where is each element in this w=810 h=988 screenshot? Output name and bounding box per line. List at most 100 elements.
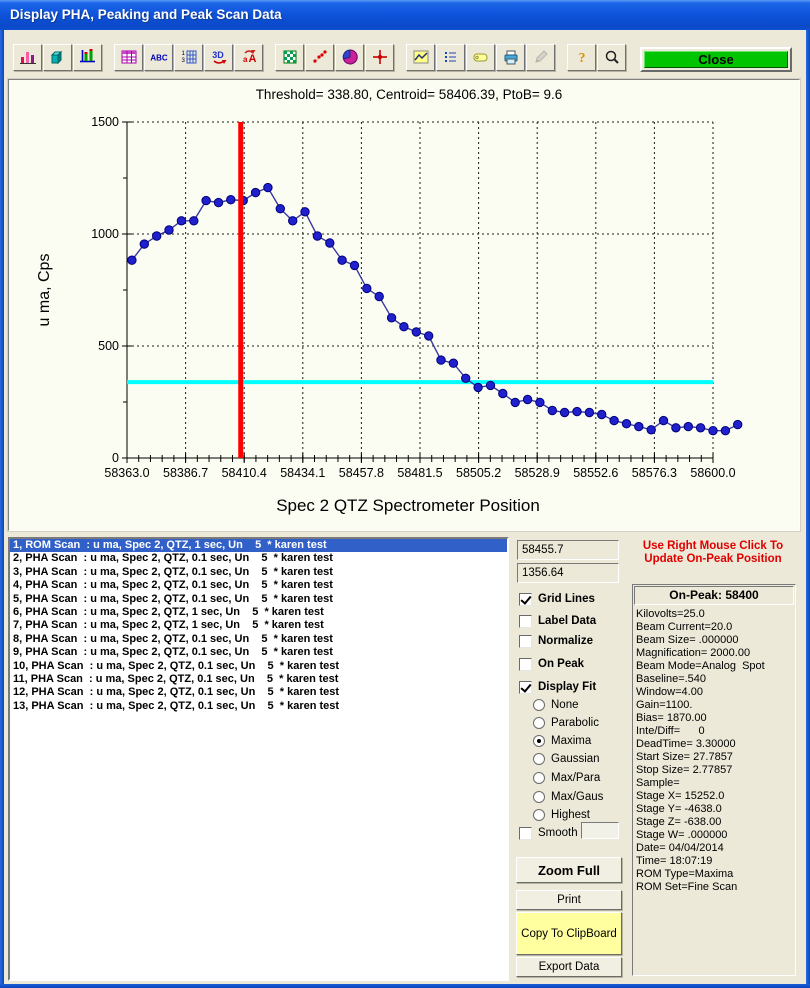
print-button[interactable]: Print — [516, 890, 622, 910]
radio-label: Parabolic — [551, 716, 599, 729]
smooth-checkbox[interactable]: Smooth — [519, 825, 578, 841]
radio-dot[interactable] — [533, 808, 545, 821]
scan-list-item[interactable]: 1, ROM Scan : u ma, Spec 2, QTZ, 1 sec, … — [10, 539, 507, 553]
info-lines: Kilovolts=25.0 Beam Current=20.0 Beam Size… — [633, 608, 795, 894]
scan-list-item[interactable]: 7, PHA Scan : u ma, Spec 2, QTZ, 1 sec, … — [13, 619, 324, 632]
bar-chart-button[interactable] — [13, 44, 42, 71]
chart-panel[interactable]: 58363.0 58386.7 58410.4 58434.1 58457.8 58481… — [8, 79, 800, 531]
info-line: Kilovolts=25.0 — [636, 608, 705, 620]
scan-list-item[interactable]: 13, PHA Scan : u ma, Spec 2, QTZ, 0.1 se… — [13, 699, 340, 712]
fill-pattern-button[interactable] — [275, 44, 304, 71]
edit-pencil-button[interactable] — [526, 44, 555, 71]
radio-label: Max/Gaus — [551, 790, 604, 803]
checkbox-label: On Peak — [538, 658, 585, 670]
checkbox-box[interactable] — [519, 614, 532, 628]
list-data-button[interactable] — [436, 44, 465, 71]
label-data-checkbox[interactable]: Label Data — [519, 613, 596, 629]
data-point — [374, 291, 384, 302]
fit-radio-max-gaus[interactable]: Max/Gaus — [533, 789, 603, 804]
crosshair-button[interactable] — [365, 44, 394, 71]
data-point — [658, 415, 669, 426]
fit-radio-none[interactable]: None — [533, 697, 579, 712]
data-table-button[interactable] — [114, 44, 143, 71]
chart-axes-icon — [79, 49, 95, 63]
svg-text:a: a — [243, 55, 248, 64]
help-button[interactable]: ? — [567, 44, 596, 71]
pie-chart-button[interactable] — [335, 44, 364, 71]
smooth-value-input[interactable] — [581, 822, 619, 839]
scan-list-item[interactable]: 4, PHA Scan : u ma, Spec 2, QTZ, 0.1 sec… — [13, 579, 333, 592]
fit-radio-maxima[interactable]: Maxima — [533, 733, 591, 748]
copy-to-clipboard-button[interactable]: Copy To ClipBoard — [516, 912, 622, 955]
tag-label-icon — [473, 53, 487, 62]
display-fit-checkbox[interactable]: Display Fit — [519, 679, 596, 695]
data-point — [572, 406, 582, 417]
fit-radio-parabolic[interactable]: Parabolic — [533, 715, 599, 730]
fit-radio-max-para[interactable]: Max/Para — [533, 770, 600, 785]
cursor-position-readout: 58455.7 — [517, 540, 619, 560]
tag-label-button[interactable] — [466, 44, 495, 71]
data-point — [671, 423, 681, 433]
info-line: Beam Current=20.0 — [636, 621, 733, 633]
radio-dot[interactable] — [533, 716, 545, 729]
data-point — [720, 426, 731, 436]
checkbox-box[interactable] — [519, 634, 532, 648]
scan-list-item[interactable]: 12, PHA Scan : u ma, Spec 2, QTZ, 0.1 se… — [13, 686, 340, 699]
fit-radio-highest[interactable]: Highest — [533, 807, 590, 822]
scan-list-item[interactable]: 2, PHA Scan : u ma, Spec 2, QTZ, 0.1 sec… — [13, 552, 333, 565]
radio-label: Gaussian — [551, 752, 600, 765]
print-chart-button[interactable] — [496, 44, 525, 71]
on-peak-checkbox[interactable]: On Peak — [519, 656, 584, 672]
print-chart-icon — [504, 50, 517, 65]
svg-text:58505.2: 58505.2 — [456, 466, 501, 480]
svg-text:58600.0: 58600.0 — [690, 466, 735, 480]
scan-list-item[interactable]: 9, PHA Scan : u ma, Spec 2, QTZ, 0.1 sec… — [13, 646, 333, 659]
pie-chart-icon — [342, 49, 358, 65]
checkbox-box[interactable] — [519, 826, 532, 840]
view-3d-icon: 3D — [212, 50, 226, 64]
zoom-full-button[interactable]: Zoom Full — [516, 857, 622, 883]
chart-axes-button[interactable] — [73, 44, 102, 71]
scan-list-item[interactable]: 8, PHA Scan : u ma, Spec 2, QTZ, 0.1 sec… — [13, 632, 333, 645]
radio-dot[interactable] — [533, 771, 545, 784]
radio-dot[interactable] — [533, 790, 545, 803]
line-chart-button[interactable] — [406, 44, 435, 71]
data-point — [337, 255, 347, 265]
scan-list-item[interactable]: 6, PHA Scan : u ma, Spec 2, QTZ, 1 sec, … — [13, 605, 324, 618]
radio-dot[interactable] — [533, 752, 545, 765]
checkbox-box[interactable] — [519, 657, 532, 671]
info-line: Sample= — [636, 777, 680, 789]
scan-list-item[interactable]: 10, PHA Scan : u ma, Spec 2, QTZ, 0.1 se… — [13, 659, 340, 672]
chart-3d-button[interactable] — [43, 44, 72, 71]
view-3d-button[interactable]: 3D — [204, 44, 233, 71]
checkbox-box[interactable] — [519, 680, 532, 694]
scatter-fit-button[interactable] — [305, 44, 334, 71]
grid-lines-checkbox[interactable]: Grid Lines — [519, 591, 595, 607]
export-data-button[interactable]: Export Data — [516, 957, 622, 977]
scan-list[interactable]: 1, ROM Scan : u ma, Spec 2, QTZ, 1 sec, … — [8, 537, 509, 981]
data-point — [226, 195, 236, 205]
scan-chart[interactable]: 58363.0 58386.7 58410.4 58434.1 58457.8 58481… — [9, 80, 799, 535]
cursor-counts-readout: 1356.64 — [517, 563, 619, 583]
text-abc-button[interactable]: ABC — [144, 44, 173, 71]
svg-text:1000: 1000 — [91, 227, 119, 241]
scan-list-item[interactable]: 5, PHA Scan : u ma, Spec 2, QTZ, 0.1 sec… — [13, 592, 333, 605]
data-point — [559, 407, 570, 418]
data-point — [473, 382, 483, 393]
checkbox-box[interactable] — [519, 592, 532, 606]
scan-list-item[interactable]: 3, PHA Scan : u ma, Spec 2, QTZ, 0.1 sec… — [13, 565, 333, 578]
normalize-checkbox[interactable]: Normalize — [519, 633, 593, 649]
zoom-button[interactable] — [597, 44, 626, 71]
close-button[interactable]: Close — [644, 51, 788, 68]
fit-radio-gaussian[interactable]: Gaussian — [533, 751, 600, 766]
chart-svg[interactable]: 58363.0 58386.7 58410.4 58434.1 58457.8 58481… — [9, 80, 799, 530]
radio-dot[interactable] — [533, 734, 545, 747]
svg-text:1500: 1500 — [91, 115, 119, 129]
fill-pattern-icon — [283, 50, 296, 64]
radio-dot[interactable] — [533, 698, 545, 711]
data-point — [461, 373, 471, 383]
scan-list-item[interactable]: 11, PHA Scan : u ma, Spec 2, QTZ, 0.1 se… — [13, 672, 339, 685]
svg-text:58434.1: 58434.1 — [280, 466, 325, 480]
